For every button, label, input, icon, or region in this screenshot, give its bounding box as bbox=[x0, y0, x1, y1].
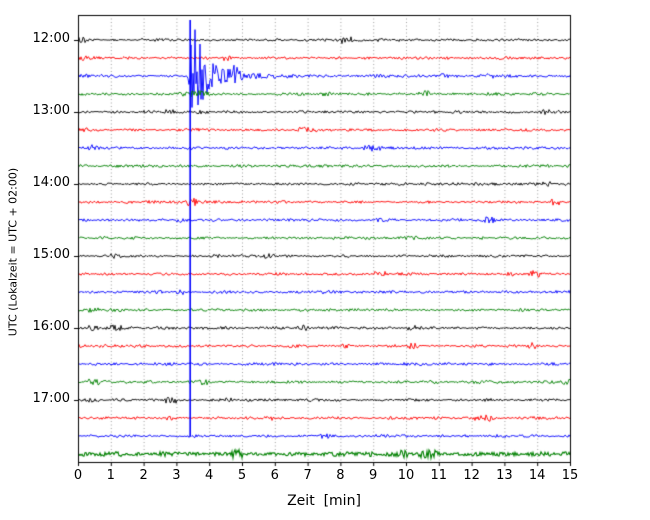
x-axis-label: Zeit [min] bbox=[287, 493, 361, 509]
x-tick-label: 13 bbox=[496, 468, 513, 483]
x-tick-label: 2 bbox=[139, 468, 148, 483]
x-tick-label: 12 bbox=[463, 468, 480, 483]
x-tick-label: 11 bbox=[430, 468, 448, 483]
x-tick-label: 5 bbox=[237, 468, 247, 483]
x-tick-label: 7 bbox=[303, 468, 312, 483]
y-tick-label: 17:00 bbox=[32, 391, 70, 406]
y-tick-label: 15:00 bbox=[32, 247, 70, 262]
x-tick-label: 0 bbox=[73, 468, 83, 483]
x-tick-label: 1 bbox=[106, 468, 115, 483]
y-tick-label: 13:00 bbox=[32, 103, 70, 118]
x-tick-label: 3 bbox=[172, 468, 181, 483]
y-tick-label: 16:00 bbox=[32, 319, 70, 334]
x-tick-label: 6 bbox=[270, 468, 279, 483]
y-tick-label: 12:00 bbox=[32, 31, 70, 46]
x-tick-label: 8 bbox=[336, 468, 345, 483]
x-tick-label: 10 bbox=[397, 468, 415, 483]
x-tick-label: 14 bbox=[528, 468, 546, 483]
y-tick-label: 14:00 bbox=[32, 175, 70, 190]
x-tick-label: 9 bbox=[369, 468, 378, 483]
x-tick-label: 15 bbox=[561, 468, 579, 483]
x-tick-label: 4 bbox=[205, 468, 214, 483]
